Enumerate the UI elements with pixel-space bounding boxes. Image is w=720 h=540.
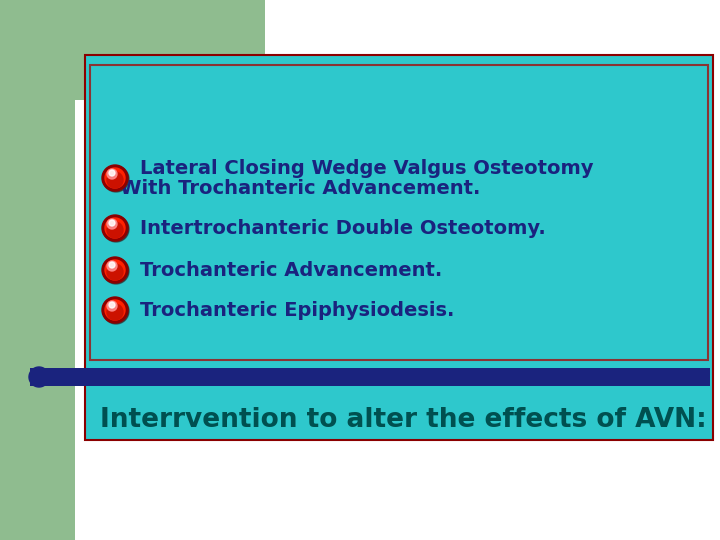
Text: Intertrochanteric Double Osteotomy.: Intertrochanteric Double Osteotomy. xyxy=(140,219,546,238)
Circle shape xyxy=(105,218,125,238)
Circle shape xyxy=(103,166,129,192)
Circle shape xyxy=(105,300,125,320)
Circle shape xyxy=(105,260,125,280)
Circle shape xyxy=(103,258,129,284)
Circle shape xyxy=(107,219,117,229)
Bar xyxy=(85,55,713,440)
Circle shape xyxy=(109,170,115,176)
Circle shape xyxy=(102,257,128,283)
Circle shape xyxy=(105,168,125,188)
Text: With Trochanteric Advancement.: With Trochanteric Advancement. xyxy=(120,179,480,198)
Text: Interrvention to alter the effects of AVN:: Interrvention to alter the effects of AV… xyxy=(100,407,707,433)
Circle shape xyxy=(109,302,115,308)
Bar xyxy=(75,0,265,100)
Circle shape xyxy=(107,264,123,280)
Circle shape xyxy=(107,261,117,271)
Bar xyxy=(30,368,710,386)
Text: Lateral Closing Wedge Valgus Osteotomy: Lateral Closing Wedge Valgus Osteotomy xyxy=(140,159,593,178)
Circle shape xyxy=(29,367,49,387)
Circle shape xyxy=(107,304,123,320)
Bar xyxy=(0,0,75,540)
Circle shape xyxy=(107,169,117,179)
Circle shape xyxy=(103,298,129,324)
Circle shape xyxy=(107,172,123,188)
Circle shape xyxy=(107,222,123,238)
Circle shape xyxy=(102,215,128,241)
Circle shape xyxy=(103,216,129,242)
Text: Trochanteric Advancement.: Trochanteric Advancement. xyxy=(140,260,442,280)
Circle shape xyxy=(107,301,117,311)
Bar xyxy=(90,65,708,360)
Circle shape xyxy=(102,165,128,191)
Circle shape xyxy=(109,262,115,268)
Circle shape xyxy=(109,220,115,226)
Text: Trochanteric Epiphysiodesis.: Trochanteric Epiphysiodesis. xyxy=(140,300,454,320)
Circle shape xyxy=(102,297,128,323)
